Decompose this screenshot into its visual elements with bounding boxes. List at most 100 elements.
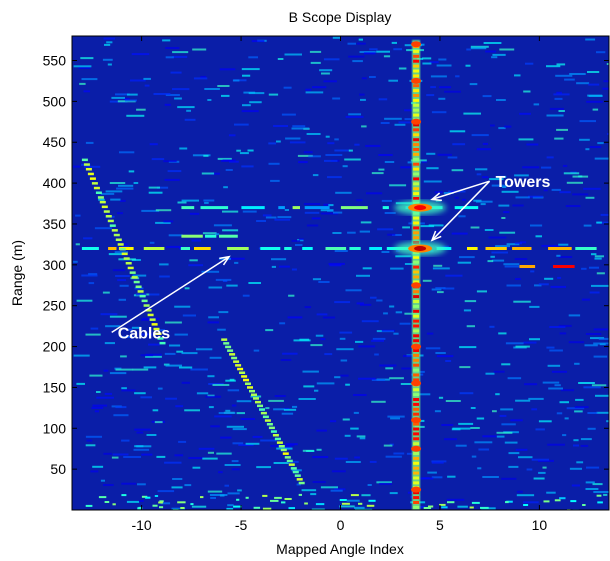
speckle (301, 489, 317, 492)
speckle (366, 504, 375, 507)
speckle (551, 188, 561, 191)
x-tick-label: -5 (235, 517, 248, 533)
speckle (191, 505, 207, 508)
speckle (581, 267, 587, 270)
cable-trace-segment (99, 200, 106, 204)
speckle (476, 417, 485, 420)
horizontal-streak (349, 247, 361, 250)
speckle (438, 97, 446, 100)
speckle (306, 133, 321, 135)
cable-trace-segment (255, 400, 261, 404)
speckle (222, 159, 236, 162)
speckle (249, 101, 262, 104)
speckle (340, 359, 348, 362)
x-axis: -10 -5 0 5 10 (131, 36, 547, 533)
x-tick-label: -10 (131, 517, 151, 533)
speckle (585, 196, 595, 199)
cable-trace-segment (274, 437, 281, 441)
speckle (426, 94, 435, 97)
speckle (145, 353, 162, 356)
speckle (164, 321, 182, 324)
speckle (497, 175, 507, 178)
speckle (141, 453, 153, 456)
speckle (181, 381, 190, 384)
speckle (327, 209, 334, 212)
speckle (559, 332, 567, 335)
speckle (200, 496, 204, 499)
speckle (229, 160, 239, 163)
speckle (390, 417, 400, 420)
speckle (209, 494, 228, 496)
tower-column-segment (413, 295, 420, 299)
speckle (320, 338, 326, 341)
horizontal-streak (519, 265, 536, 268)
horizontal-streak (454, 206, 479, 210)
tower-column-segment (413, 162, 420, 166)
speckle (512, 204, 524, 207)
speckle (591, 284, 609, 287)
y-tick-label: 450 (43, 134, 67, 150)
speckle (339, 505, 355, 508)
speckle (542, 466, 547, 469)
speckle (369, 76, 376, 78)
speckle (207, 321, 220, 324)
speckle (113, 414, 129, 417)
speckle (541, 166, 552, 169)
speckle (485, 372, 495, 375)
speckle (136, 445, 152, 448)
speckle (434, 410, 441, 413)
speckle (522, 166, 540, 169)
speckle (590, 337, 605, 340)
tower-column-segment (413, 358, 420, 362)
speckle (490, 124, 495, 127)
speckle (492, 410, 497, 413)
speckle (586, 100, 603, 103)
speckle (165, 47, 180, 49)
speckle (491, 56, 498, 59)
speckle (119, 151, 135, 154)
annotation-arrow-shaft (431, 180, 491, 241)
cable-trace-segment (117, 243, 124, 246)
speckle (88, 282, 95, 285)
speckle (345, 461, 361, 463)
speckle (541, 244, 560, 247)
speckle (359, 51, 376, 53)
speckle (92, 465, 104, 468)
speckle (528, 195, 543, 198)
tower-column-segment (413, 334, 420, 338)
speckle (392, 234, 402, 236)
speckle (186, 109, 191, 112)
speckle (279, 322, 286, 325)
speckle (132, 368, 149, 371)
speckle (400, 383, 417, 385)
speckle (153, 93, 171, 95)
speckle (312, 174, 319, 177)
speckle (333, 211, 343, 214)
speckle (296, 483, 301, 486)
speckle (252, 435, 263, 438)
speckle (340, 374, 349, 377)
speckle (304, 306, 312, 309)
speckle (491, 251, 508, 254)
tower-column-segment (413, 216, 420, 220)
speckle (388, 79, 398, 82)
speckle (525, 62, 534, 65)
speckle (430, 75, 447, 78)
speckle (332, 232, 342, 234)
speckle (236, 498, 240, 501)
speckle (172, 51, 189, 54)
speckle (178, 440, 187, 443)
speckle (315, 334, 324, 337)
speckle (519, 112, 531, 115)
speckle (234, 261, 239, 264)
speckle (248, 56, 258, 59)
speckle (331, 470, 346, 473)
speckle (506, 243, 520, 246)
speckle (159, 275, 170, 278)
speckle (319, 69, 333, 72)
speckle (348, 149, 353, 152)
speckle (393, 452, 405, 455)
speckle (148, 343, 160, 346)
tower-column-segment (413, 226, 420, 230)
cable-trace-segment (284, 456, 291, 459)
